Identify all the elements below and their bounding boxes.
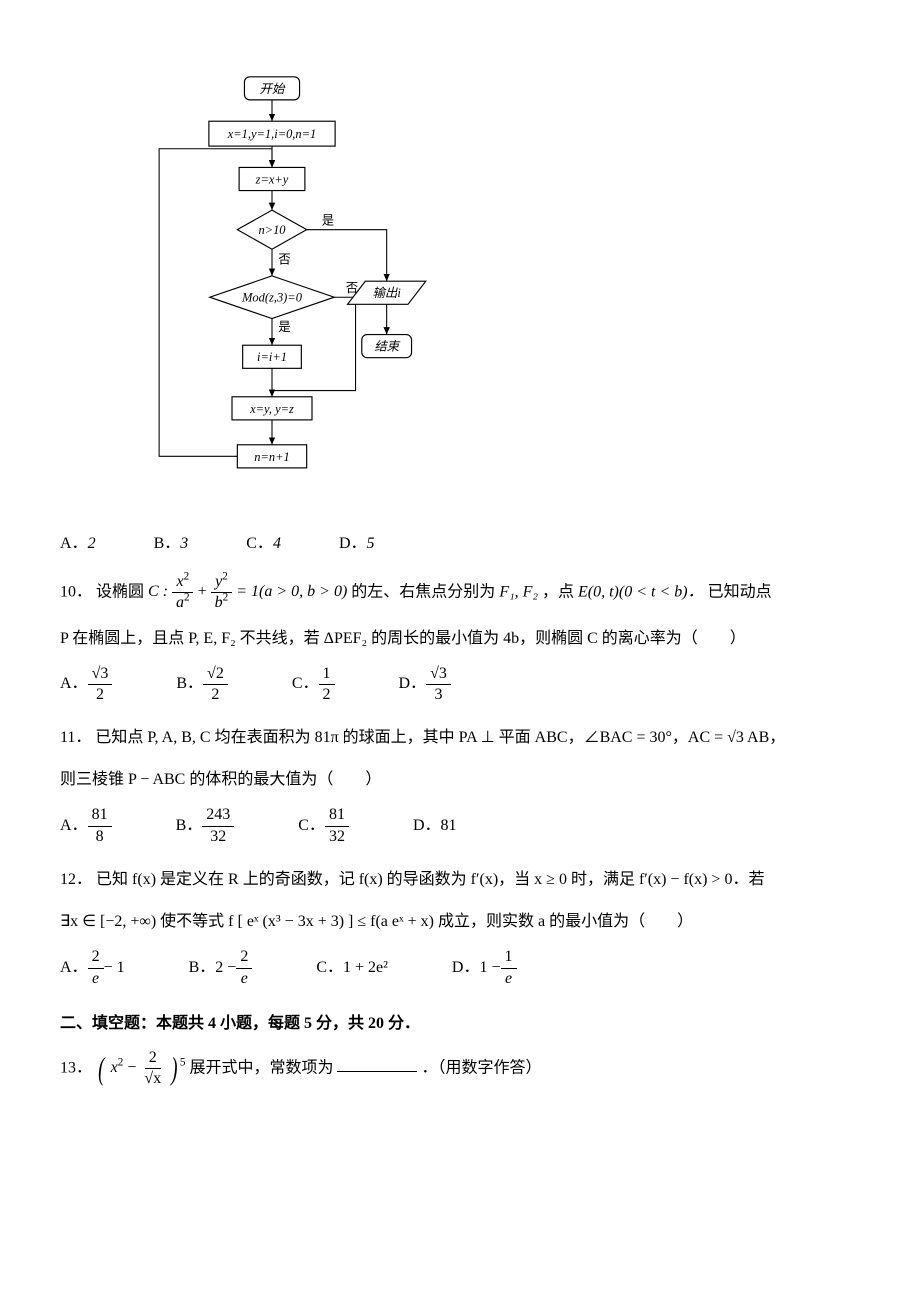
q10: 10． 设椭圆 C : x2a2 + y2b2 = 1(a > 0, b > 0… xyxy=(60,573,860,613)
svg-text:结束: 结束 xyxy=(374,340,400,354)
svg-text:是: 是 xyxy=(278,320,290,334)
flowchart-figure: 是否是否开始x=1,y=1,i=0,n=1z=x+yn>10Mod(z,3)=0… xyxy=(120,40,860,510)
q10-opt-c: C． 12 xyxy=(292,665,335,705)
q12-opt-a: A． 2e − 1 xyxy=(60,948,125,988)
section2-title: 二、填空题：本题共 4 小题，每题 5 分，共 20 分． xyxy=(60,1010,860,1039)
svg-text:x=y, y=z: x=y, y=z xyxy=(249,402,294,416)
q13-blank[interactable] xyxy=(337,1055,417,1072)
q12-options-row: A． 2e − 1 B． 2 − 2e C． 1 + 2e² D． 1 − 1e xyxy=(60,948,860,988)
svg-text:开始: 开始 xyxy=(260,82,286,96)
q13-num: 13． xyxy=(60,1059,92,1076)
svg-text:z=x+y: z=x+y xyxy=(255,172,289,186)
q9-opt-a: A．2 xyxy=(60,530,96,559)
q9-opt-d: D．5 xyxy=(339,530,375,559)
q12-line1: 12． 已知 f(x) 是定义在 R 上的奇函数，记 f(x) 的导函数为 f′… xyxy=(60,864,860,896)
q11-opt-d: D． 81 xyxy=(413,806,457,846)
q12-num: 12． xyxy=(60,871,92,888)
svg-text:否: 否 xyxy=(278,252,290,266)
q11-line1: 11． 已知点 P, A, B, C 均在表面积为 81π 的球面上，其中 PA… xyxy=(60,722,860,754)
q11-line2: 则三棱锥 P − ABC 的体积的最大值为（ ） xyxy=(60,764,860,796)
svg-text:是: 是 xyxy=(322,213,334,227)
q10-opt-d: D． √33 xyxy=(399,665,451,705)
svg-text:i=i+1: i=i+1 xyxy=(257,350,287,364)
q13: 13． ( x2 − 2√x )5 展开式中，常数项为 ．（用数字作答） xyxy=(60,1049,860,1089)
q11-opt-c: C． 8132 xyxy=(298,806,349,846)
q12-opt-b: B． 2 − 2e xyxy=(189,948,253,988)
svg-text:Mod(z,3)=0: Mod(z,3)=0 xyxy=(241,291,303,305)
q9-opt-b: B．3 xyxy=(154,530,189,559)
svg-text:n>10: n>10 xyxy=(258,223,286,237)
svg-text:x=1,y=1,i=0,n=1: x=1,y=1,i=0,n=1 xyxy=(227,127,317,141)
q11-opt-b: B． 24332 xyxy=(176,806,235,846)
q11-num: 11． xyxy=(60,729,91,746)
q9-opt-c: C．4 xyxy=(246,530,281,559)
q9-options-row: A．2 B．3 C．4 D．5 xyxy=(60,530,860,559)
q12-line2: ∃x ∈ [−2, +∞) 使不等式 f [ eˣ (x³ − 3x + 3) … xyxy=(60,906,860,938)
q10-num: 10． xyxy=(60,583,92,600)
q12-opt-c: C． 1 + 2e² xyxy=(316,948,388,988)
svg-text:n=n+1: n=n+1 xyxy=(254,450,289,464)
q11-opt-a: A． 818 xyxy=(60,806,112,846)
q10-opt-a: A． √32 xyxy=(60,665,112,705)
svg-text:输出i: 输出i xyxy=(372,286,401,300)
q12-opt-d: D． 1 − 1e xyxy=(452,948,517,988)
q10-opt-b: B． √22 xyxy=(176,665,227,705)
q10-options-row: A． √32 B． √22 C． 12 D． √33 xyxy=(60,665,860,705)
q10-line2: P 在椭圆上，且点 P, E, F₂ 不共线，若 ΔPEF₂ 的周长的最小值为 … xyxy=(60,623,860,655)
q11-options-row: A． 818 B． 24332 C． 8132 D． 81 xyxy=(60,806,860,846)
